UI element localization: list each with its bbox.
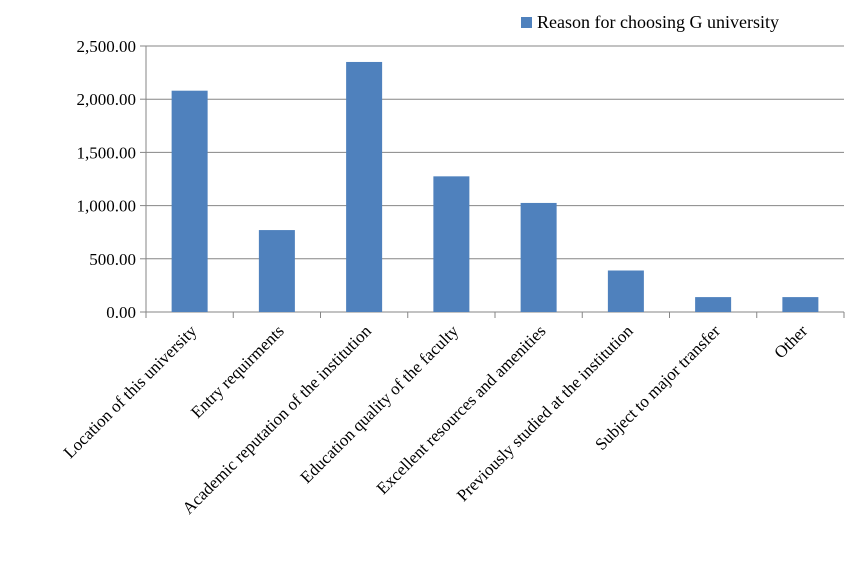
bar: [782, 297, 819, 312]
y-tick-label: 0.00: [106, 303, 136, 322]
gridlines: [146, 45, 844, 260]
bar: [171, 90, 208, 312]
category-label: Other: [770, 321, 811, 362]
bar: [346, 61, 383, 313]
legend-label: Reason for choosing G university: [537, 12, 779, 32]
bar: [258, 230, 295, 312]
category-label: Education quality of the faculty: [297, 321, 463, 487]
legend: Reason for choosing G university: [521, 12, 779, 32]
bar: [433, 176, 470, 312]
legend-swatch: [521, 17, 532, 28]
bar: [520, 202, 557, 312]
bar: [695, 297, 732, 312]
y-tick-label: 1,000.00: [77, 197, 137, 216]
axes: [145, 46, 844, 313]
category-label: Academic reputation of the institution: [179, 321, 376, 518]
category-label: Entry requirments: [187, 321, 288, 422]
y-tick-label: 2,000.00: [77, 90, 137, 109]
y-axis-ticks: 0.00 500.00 1,000.00 1,500.00 2,000.00 2,500.…: [77, 37, 146, 322]
category-label: Location of this university: [60, 321, 201, 462]
category-label: Excellent resources and amenities: [373, 321, 550, 498]
x-axis-ticks: [145, 312, 845, 318]
y-tick-label: 2,500.00: [77, 37, 137, 56]
bars: [171, 61, 819, 313]
bar: [607, 270, 644, 312]
y-tick-label: 500.00: [89, 250, 136, 269]
y-tick-label: 1,500.00: [77, 143, 137, 162]
category-label: Previously studied at the institution: [453, 321, 637, 505]
